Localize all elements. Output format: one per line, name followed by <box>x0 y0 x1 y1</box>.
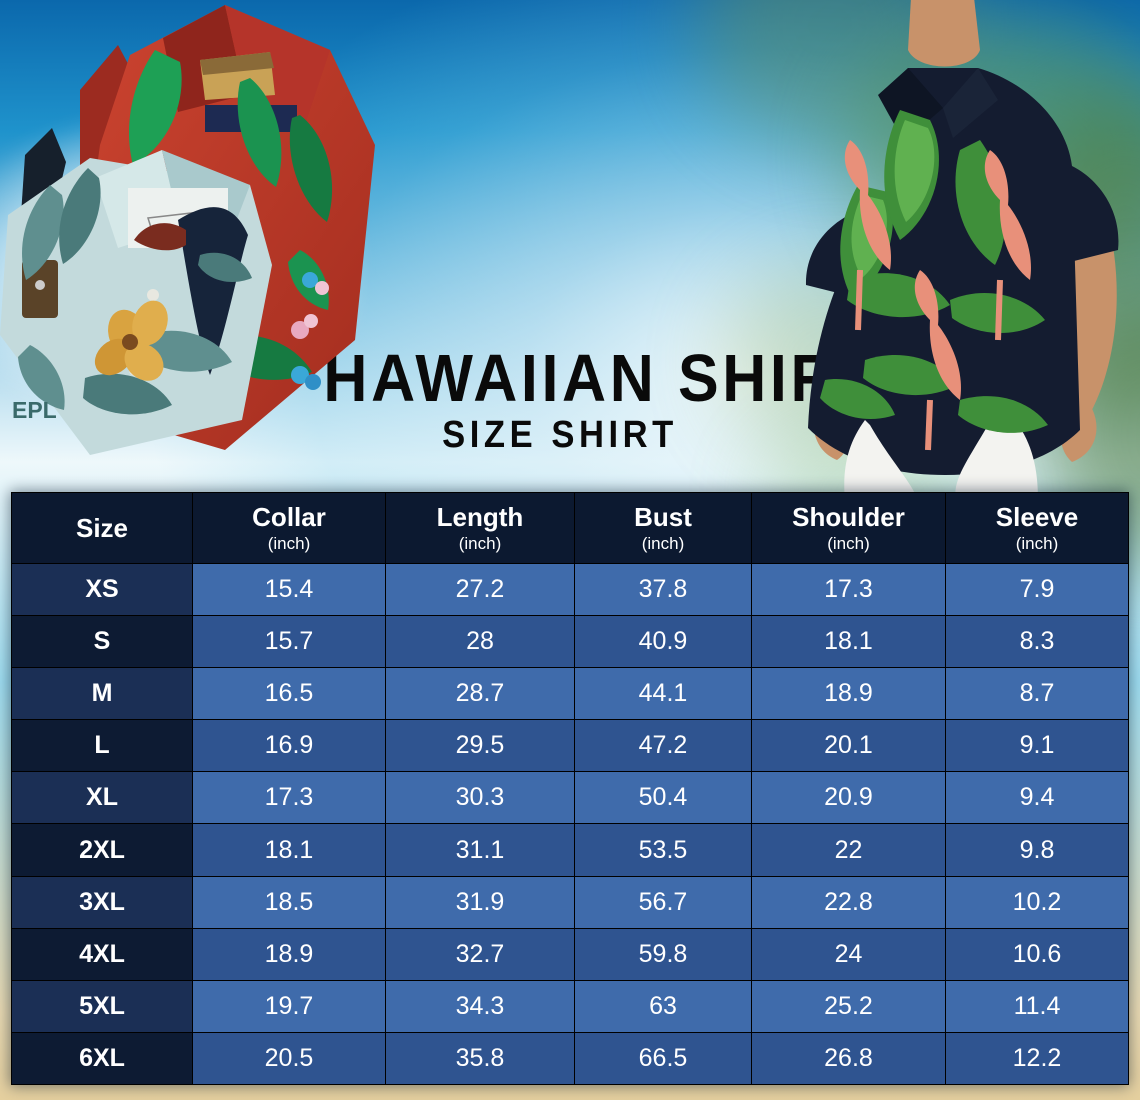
svg-text:EPL: EPL <box>12 397 57 423</box>
